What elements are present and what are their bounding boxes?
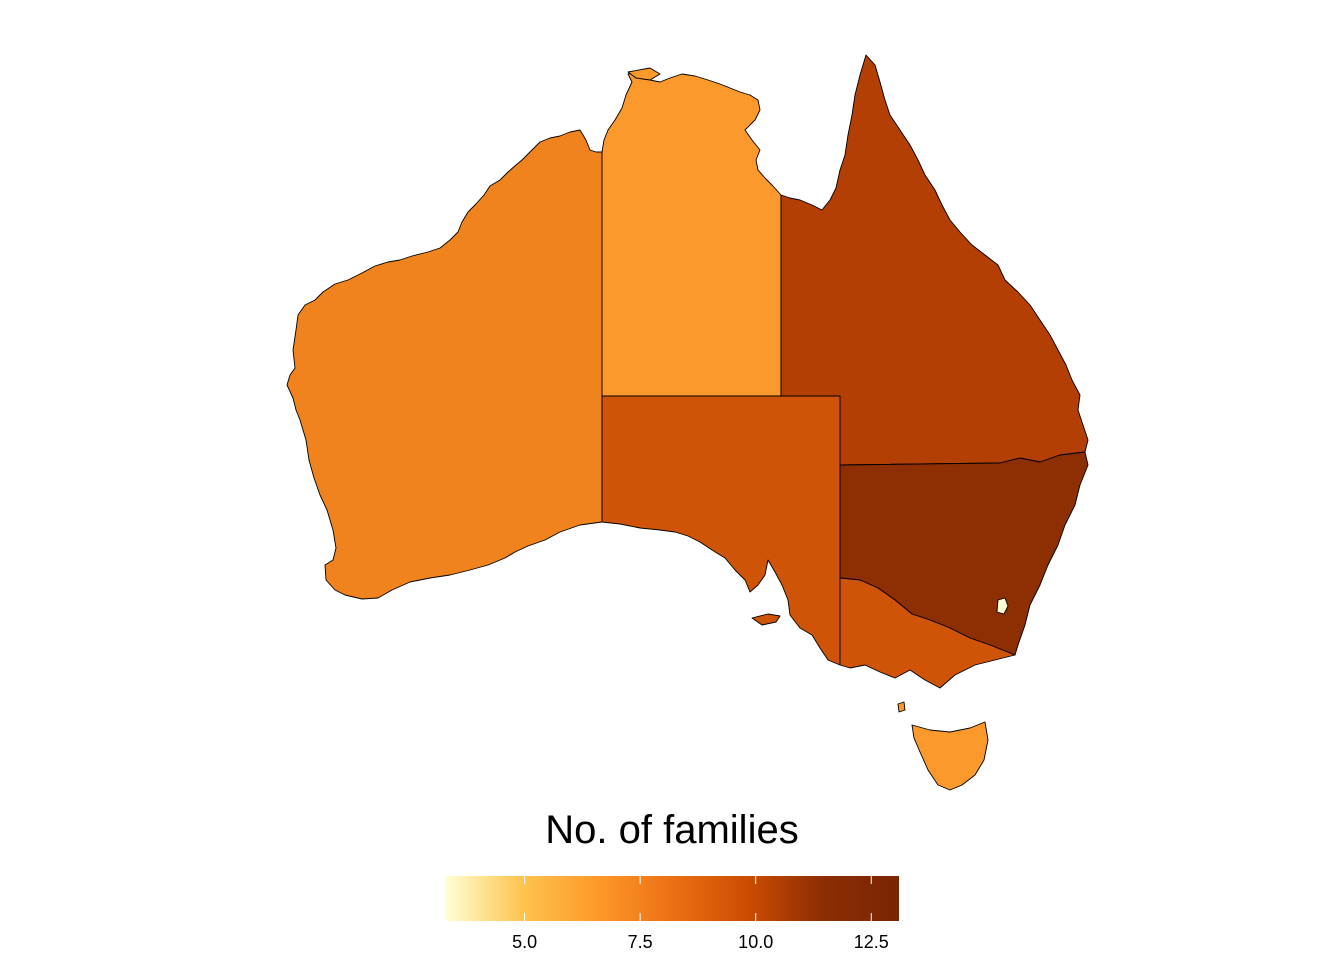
region-tiwi-islands bbox=[627, 67, 661, 81]
region-king-island bbox=[897, 701, 906, 713]
region-south-australia[interactable] bbox=[601, 395, 841, 666]
legend-tick-label: 10.0 bbox=[738, 932, 774, 952]
region-tasmania[interactable] bbox=[911, 721, 989, 791]
legend-title: No. of families bbox=[545, 808, 799, 852]
region-northern-territory[interactable] bbox=[601, 71, 782, 397]
region-victoria[interactable] bbox=[839, 577, 1016, 689]
region-queensland[interactable] bbox=[780, 54, 1089, 466]
legend-tick-label: 5.0 bbox=[512, 932, 538, 952]
region-kangaroo-island bbox=[751, 613, 781, 626]
region-australian-capital-territory[interactable] bbox=[996, 597, 1009, 615]
legend-tick-label: 12.5 bbox=[853, 932, 889, 952]
legend-colorbar bbox=[446, 876, 899, 921]
legend-tick-marks bbox=[524, 876, 872, 921]
region-western-australia[interactable] bbox=[286, 129, 603, 600]
legend-tick-label: 7.5 bbox=[627, 932, 653, 952]
legend-gradient-bar bbox=[446, 876, 899, 921]
